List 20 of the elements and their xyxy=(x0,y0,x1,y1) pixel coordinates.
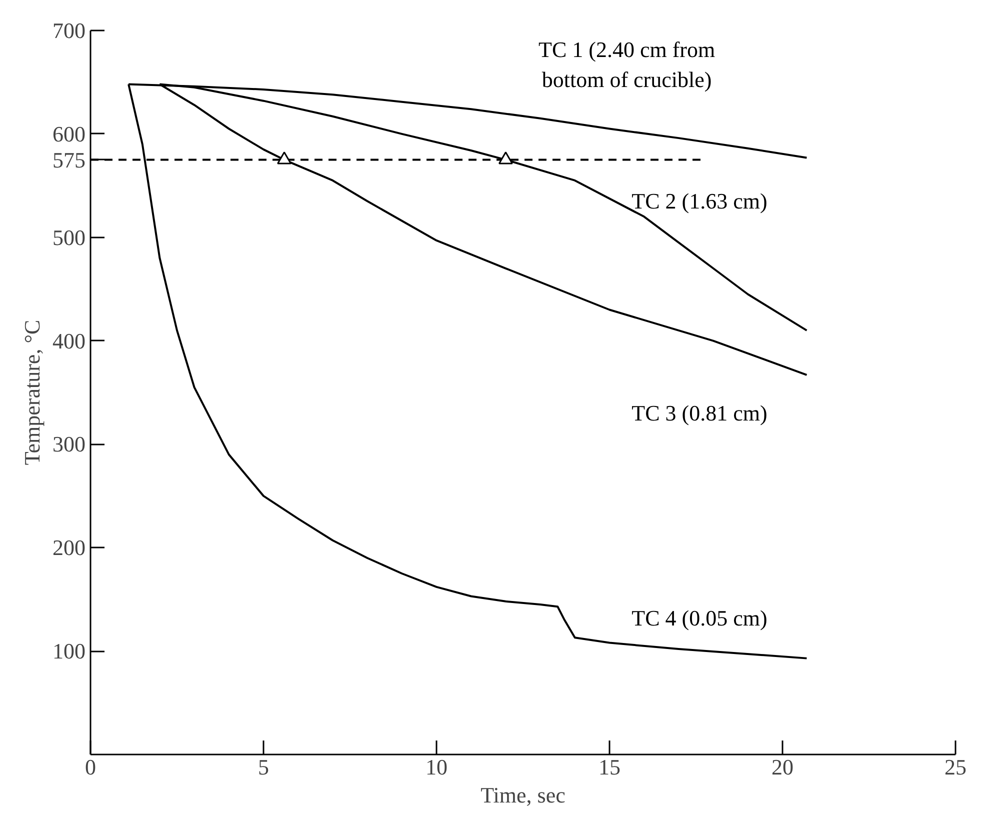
y-tick-label: 500 xyxy=(52,224,86,250)
y-tick-label: 300 xyxy=(52,432,86,457)
x-tick-label: 0 xyxy=(85,754,96,780)
y-tick-label: 400 xyxy=(52,328,86,354)
x-tick-label: 20 xyxy=(772,754,794,780)
annotation: TC 3 (0.81 cm) xyxy=(632,400,768,426)
x-tick-label: 25 xyxy=(944,754,966,780)
y-tick-label: 200 xyxy=(52,535,86,560)
y-tick-label: 700 xyxy=(52,18,86,43)
y-axis-title: Temperature, °C xyxy=(20,320,44,466)
y-tick-label: 100 xyxy=(52,638,86,664)
y-tick-label: 575 xyxy=(52,147,86,172)
annotation: TC 4 (0.05 cm) xyxy=(632,605,768,630)
x-tick-label: 15 xyxy=(598,754,620,780)
annotation: TC 2 (1.63 cm) xyxy=(632,188,768,214)
y-tick-label: 600 xyxy=(52,121,86,146)
x-axis-title: Time, sec xyxy=(480,782,566,808)
x-tick-label: 10 xyxy=(426,754,448,780)
annotation: TC 1 (2.40 cm from bottom of crucible) xyxy=(538,37,716,92)
x-tick-label: 5 xyxy=(258,754,269,780)
